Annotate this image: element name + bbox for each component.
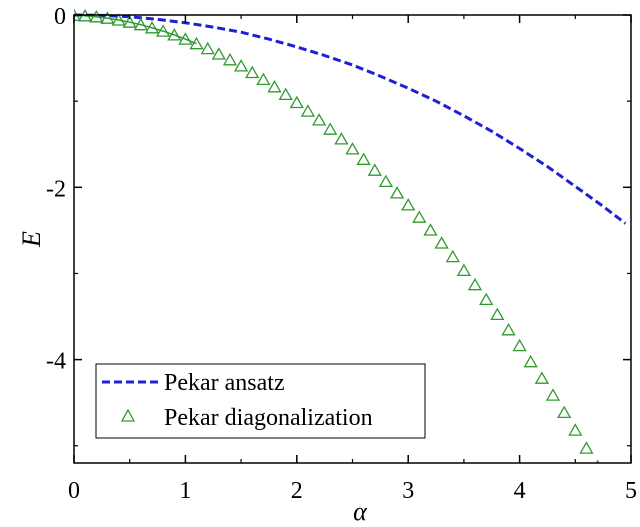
data-point <box>501 322 516 336</box>
data-point <box>133 17 148 31</box>
x-tick-label: 1 <box>179 478 191 504</box>
data-point <box>378 174 394 188</box>
y-tick-label: 0 <box>54 4 66 30</box>
data-point <box>300 104 316 117</box>
legend-swatch-pekar-diagonalization <box>120 408 136 422</box>
data-point <box>222 52 238 66</box>
data-point <box>289 95 304 109</box>
y-axis-label: E <box>17 231 46 248</box>
x-tick-label: 2 <box>291 478 303 504</box>
data-point <box>256 72 271 86</box>
data-point <box>412 210 427 223</box>
data-point <box>490 307 505 321</box>
data-point <box>245 65 260 79</box>
ticks-layer: 0 1 2 3 4 5 0 -2 -4 <box>46 4 637 504</box>
data-point <box>267 79 282 93</box>
x-tick-label: 3 <box>402 478 414 504</box>
x-tick-label: 4 <box>514 478 526 504</box>
data-point <box>323 122 338 135</box>
data-point <box>534 371 550 384</box>
data-point <box>401 198 416 211</box>
data-point <box>155 24 171 37</box>
x-axis-label: α <box>353 497 368 526</box>
data-point <box>345 142 360 155</box>
data-point <box>111 13 126 26</box>
data-point <box>334 132 349 145</box>
data-point <box>568 423 583 436</box>
y-tick-label: -2 <box>46 176 66 202</box>
data-point <box>479 292 494 306</box>
data-point <box>100 11 115 24</box>
data-point <box>423 223 438 236</box>
data-point <box>311 113 327 126</box>
data-point <box>512 338 527 352</box>
data-point <box>200 41 215 55</box>
legend-label-pekar-diagonalization: Pekar diagonalization <box>164 405 373 431</box>
series-line-pekar-diagonalization <box>74 14 197 45</box>
data-point <box>356 152 371 165</box>
data-point <box>467 277 483 291</box>
data-point <box>456 263 472 277</box>
data-point <box>545 388 561 401</box>
data-point <box>144 20 160 34</box>
data-point <box>557 405 572 419</box>
data-point <box>389 186 405 199</box>
data-point <box>523 354 538 368</box>
data-point <box>278 87 293 101</box>
data-point <box>178 32 193 45</box>
data-point <box>579 441 594 454</box>
data-point <box>367 163 382 176</box>
data-point <box>434 236 449 249</box>
x-tick-label: 0 <box>68 478 80 504</box>
data-point <box>122 15 137 28</box>
data-point <box>233 59 249 72</box>
y-tick-label: -4 <box>46 349 66 375</box>
x-tick-label: 5 <box>625 478 637 504</box>
legend: Pekar ansatz Pekar diagonalization <box>95 363 426 439</box>
series-layer <box>74 9 627 491</box>
series-line-pekar-ansatz <box>74 13 627 225</box>
data-point <box>211 47 226 60</box>
data-point <box>189 36 204 50</box>
legend-box <box>95 363 426 439</box>
series-pekar-diagonalization <box>74 9 615 491</box>
data-point <box>167 28 182 41</box>
legend-label-pekar-ansatz: Pekar ansatz <box>164 370 285 396</box>
data-point <box>445 249 460 263</box>
data-point <box>603 480 615 491</box>
data-point <box>89 9 104 23</box>
